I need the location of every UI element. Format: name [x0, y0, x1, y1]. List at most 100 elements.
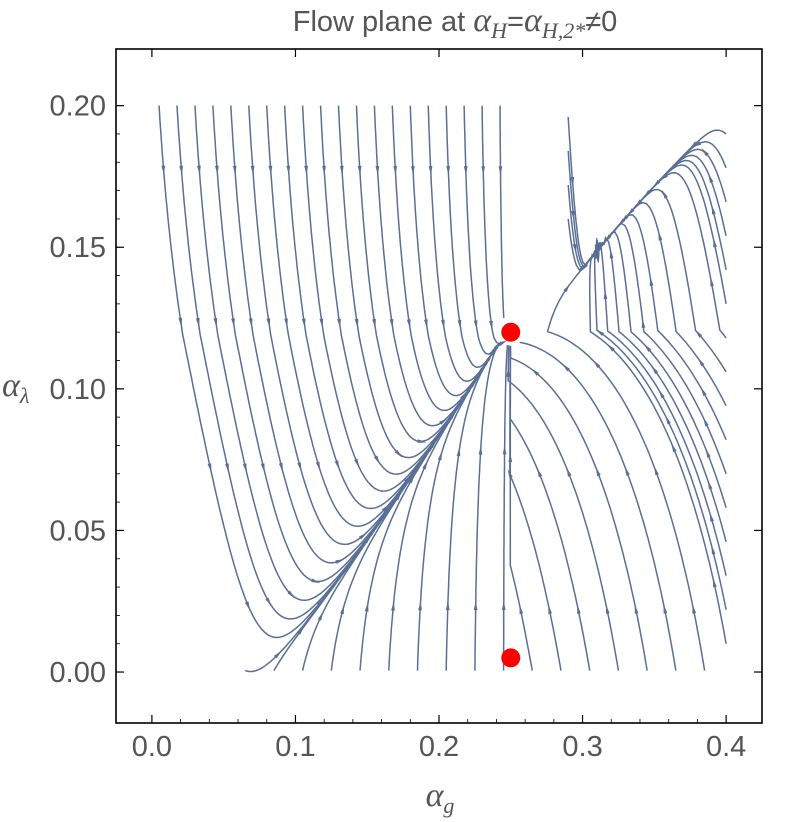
stream-arrow	[273, 650, 282, 659]
stream-arrow	[643, 190, 651, 198]
stream-arrow	[316, 597, 325, 606]
stream-arrow	[358, 532, 368, 540]
stream-arrow	[466, 383, 473, 393]
stream-arrow	[266, 318, 271, 328]
stream-arrow	[178, 317, 183, 327]
stream-arrow	[489, 346, 497, 356]
stream-arrow	[703, 417, 709, 427]
stream-arrow	[364, 534, 371, 544]
stream-arrow	[658, 389, 665, 399]
stream-arrow	[268, 165, 273, 175]
stream-arrow	[562, 363, 570, 372]
stream-arrow	[389, 319, 394, 329]
stream-arrow	[334, 460, 340, 470]
axis-ticks	[116, 49, 762, 723]
streamline	[416, 342, 502, 671]
stream-arrow	[571, 210, 575, 220]
stream-arrow	[437, 451, 442, 461]
stream-arrow	[315, 461, 321, 471]
stream-arrow	[473, 600, 478, 610]
stream-arrow	[634, 199, 643, 208]
stream-arrow	[708, 173, 714, 183]
stream-arrow	[445, 601, 450, 611]
stream-arrow	[689, 141, 698, 149]
stream-arrow	[705, 448, 711, 458]
streamline	[567, 116, 599, 268]
stream-arrow	[483, 356, 490, 366]
stream-arrow	[179, 165, 183, 175]
stream-arrow	[709, 512, 714, 522]
stream-arrow	[607, 343, 615, 352]
stream-arrow	[609, 249, 614, 259]
streamline	[502, 345, 509, 671]
streamline	[594, 222, 727, 475]
streamline	[596, 230, 727, 509]
stream-arrow	[418, 601, 422, 611]
stream-arrow	[357, 165, 362, 175]
stream-arrow	[508, 453, 513, 463]
streamline	[595, 171, 727, 339]
stream-arrow	[406, 319, 411, 329]
stream-arrow	[343, 564, 350, 573]
streamline	[499, 105, 505, 318]
stream-arrow	[649, 276, 654, 286]
stream-arrow	[439, 418, 448, 425]
stream-arrow	[671, 443, 677, 453]
stream-arrow	[319, 318, 324, 328]
stream-arrow	[422, 460, 428, 470]
stream-arrow	[624, 466, 630, 476]
stream-arrow	[394, 449, 403, 458]
stream-arrow	[479, 363, 487, 372]
stream-arrow	[304, 165, 308, 175]
stream-arrow	[548, 604, 552, 615]
stream-arrow	[340, 604, 345, 615]
stream-arrow	[297, 462, 302, 472]
stream-arrow	[711, 545, 716, 555]
stream-arrow	[654, 466, 659, 476]
streamline	[593, 247, 727, 610]
stream-arrow	[502, 445, 507, 455]
stream-arrow	[472, 375, 479, 384]
stream-arrow	[713, 238, 717, 248]
stream-arrow	[250, 165, 255, 175]
stream-arrow	[381, 504, 390, 512]
x-tick-label: 0.0	[132, 731, 172, 763]
stream-arrow	[463, 166, 468, 176]
stream-arrow	[364, 602, 369, 612]
stream-arrow	[618, 218, 626, 227]
stream-arrow	[460, 391, 468, 400]
stream-arrow	[507, 469, 513, 479]
stream-arrow	[506, 367, 510, 377]
stream-arrow	[501, 600, 506, 610]
y-tick-label: 0.15	[50, 232, 106, 264]
stream-arrow	[317, 611, 324, 621]
stream-arrow	[592, 360, 601, 369]
streamline	[519, 341, 677, 671]
stream-arrow	[572, 244, 577, 254]
stream-arrow	[711, 205, 716, 215]
stream-arrow	[456, 446, 461, 457]
stream-arrow	[335, 559, 345, 564]
stream-arrow	[248, 318, 253, 328]
y-tick-label: 0.00	[50, 657, 106, 689]
stream-arrow	[494, 341, 502, 350]
stream-arrow	[375, 165, 380, 176]
x-tick-label: 0.4	[706, 731, 746, 763]
stream-arrow	[498, 340, 508, 346]
chart-title: Flow plane at αH=αH,2*≠0	[293, 2, 618, 43]
stream-arrow	[231, 318, 235, 328]
stream-arrow	[531, 368, 540, 376]
stream-arrow	[652, 180, 661, 188]
streamline	[595, 141, 727, 254]
stream-arrow	[284, 318, 288, 328]
stream-arrow	[311, 578, 321, 584]
stream-arrow	[579, 265, 589, 272]
stream-arrow	[595, 243, 600, 253]
stream-arrow	[391, 601, 395, 611]
stream-arrow	[489, 320, 493, 331]
stream-arrow	[481, 166, 485, 176]
stream-arrow	[643, 343, 652, 352]
stream-arrow	[322, 165, 326, 175]
stream-arrow	[337, 318, 341, 328]
stream-arrow	[286, 165, 291, 175]
